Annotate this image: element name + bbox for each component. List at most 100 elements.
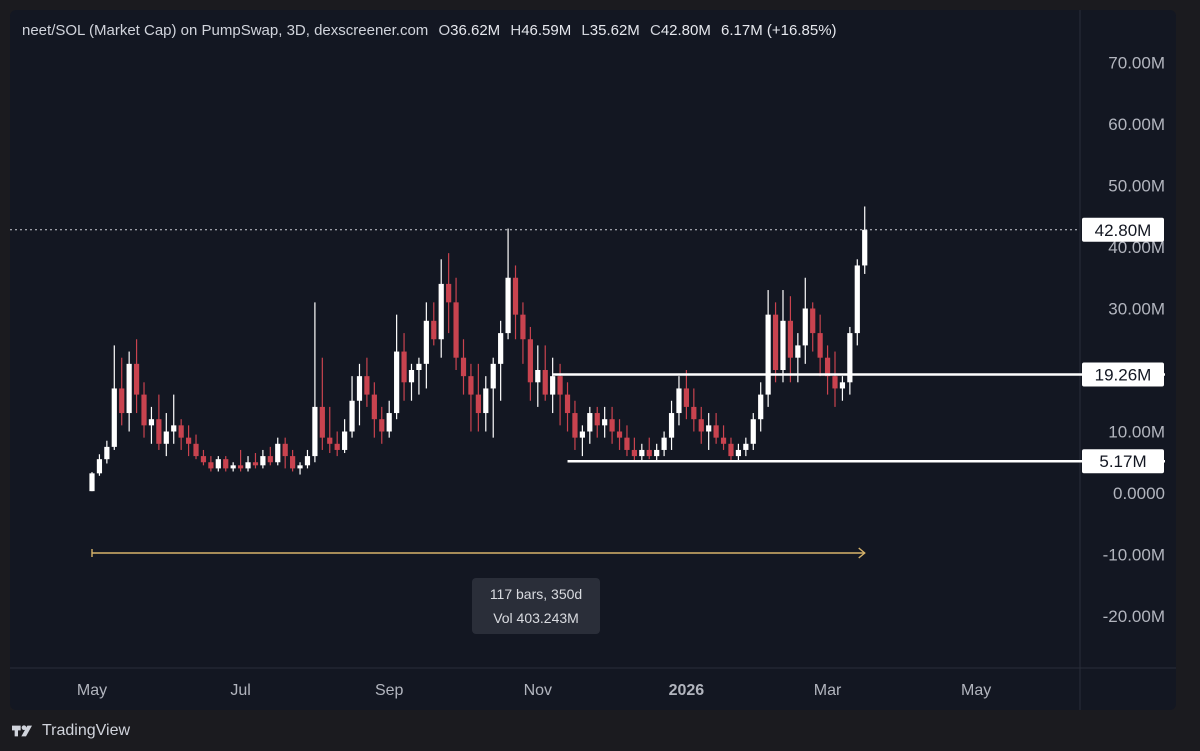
candle-down bbox=[252, 462, 259, 466]
candle-up bbox=[215, 459, 221, 469]
candle-down bbox=[282, 443, 288, 457]
candle-up bbox=[356, 376, 363, 401]
y-tick-label: 0.0000 bbox=[1113, 484, 1165, 503]
candle-down bbox=[141, 394, 147, 426]
brand-name: TradingView bbox=[42, 722, 131, 739]
candle-up bbox=[394, 351, 400, 414]
candle-up bbox=[89, 473, 95, 492]
candle-up bbox=[750, 419, 756, 444]
candle-up bbox=[230, 465, 236, 469]
candle-down bbox=[557, 376, 563, 395]
y-tick-label: 70.00M bbox=[1108, 54, 1165, 73]
candle-up bbox=[304, 456, 311, 466]
candle-down bbox=[832, 376, 838, 389]
candle-up bbox=[171, 425, 177, 432]
candle-down bbox=[698, 419, 704, 432]
x-tick-label: Jul bbox=[230, 682, 250, 699]
open-label: O bbox=[438, 22, 451, 39]
candle-up bbox=[795, 345, 801, 358]
candle-up bbox=[743, 443, 749, 450]
high-value: 46.59M bbox=[521, 22, 572, 39]
tradingview-logo[interactable]: TradingView bbox=[12, 719, 130, 743]
candle-down bbox=[594, 413, 600, 426]
candle-down bbox=[178, 425, 184, 438]
candle-up bbox=[706, 425, 712, 432]
candlestick-chart[interactable]: 70.00M 60.00M 50.00M 40.00M 30.00M 10.00M 0.00… bbox=[10, 10, 1176, 710]
candle-up bbox=[758, 394, 764, 420]
candle-up bbox=[862, 229, 868, 266]
candle-down bbox=[772, 314, 779, 370]
candle-up bbox=[163, 431, 169, 444]
candle-down bbox=[290, 456, 296, 469]
candle-up bbox=[297, 465, 303, 469]
candle-down bbox=[223, 459, 229, 469]
candle-up bbox=[765, 314, 771, 395]
candle-down bbox=[572, 413, 578, 438]
candle-down bbox=[817, 333, 823, 358]
candle-up bbox=[661, 437, 667, 450]
candle-down bbox=[609, 419, 615, 432]
candle-down bbox=[379, 419, 385, 432]
candle-down bbox=[267, 456, 273, 463]
y-tick-label: 30.00M bbox=[1108, 300, 1165, 319]
candle-up bbox=[349, 400, 355, 432]
candle-down bbox=[787, 320, 794, 358]
candle-up bbox=[104, 446, 110, 460]
candle-up bbox=[668, 413, 675, 438]
candle-up bbox=[602, 419, 608, 426]
candle-up bbox=[505, 277, 511, 334]
range-volume-text: Vol 403.243M bbox=[493, 610, 579, 626]
y-tick-label: -20.00M bbox=[1103, 607, 1165, 626]
y-tick-label: 40.00M bbox=[1108, 238, 1165, 257]
close-value: 42.80M bbox=[660, 22, 711, 39]
candle-down bbox=[431, 320, 437, 340]
candle-down bbox=[460, 357, 467, 377]
candle-down bbox=[520, 314, 526, 340]
x-tick-label: Mar bbox=[814, 682, 842, 699]
candle-down bbox=[193, 443, 199, 457]
price-label-text: 5.17M bbox=[1099, 452, 1146, 471]
candle-down bbox=[401, 351, 407, 383]
open-value: 36.62M bbox=[450, 22, 501, 39]
bars-count-text: 117 bars, 350d bbox=[489, 586, 583, 602]
candle-down bbox=[542, 370, 548, 395]
candle-down bbox=[446, 283, 452, 303]
candle-down bbox=[453, 302, 459, 358]
tradingview-logo-icon bbox=[12, 725, 32, 737]
candle-down bbox=[691, 406, 697, 420]
candle-up bbox=[498, 333, 504, 364]
x-tick-label: Sep bbox=[375, 682, 404, 699]
close-label: C bbox=[649, 22, 661, 39]
candle-up bbox=[639, 449, 645, 457]
candle-down bbox=[319, 406, 325, 438]
chart-area[interactable]: 70.00M 60.00M 50.00M 40.00M 30.00M 10.00M 0.00… bbox=[10, 10, 1176, 710]
candle-down bbox=[327, 437, 333, 444]
candle-up bbox=[148, 419, 155, 426]
candle-up bbox=[386, 413, 392, 432]
candle-up bbox=[260, 456, 266, 466]
candle-up bbox=[416, 363, 422, 370]
y-tick-label: 60.00M bbox=[1108, 115, 1165, 134]
candle-up bbox=[579, 431, 585, 438]
candle-up bbox=[839, 382, 846, 389]
candle-down bbox=[334, 443, 340, 450]
candle-down bbox=[616, 431, 623, 438]
candle-up bbox=[654, 449, 660, 457]
y-tick-label: 10.00M bbox=[1108, 423, 1165, 442]
candle-up bbox=[342, 431, 348, 450]
x-tick-label: 2026 bbox=[669, 682, 705, 699]
candle-up bbox=[550, 376, 556, 395]
low-label: L bbox=[581, 22, 590, 39]
candle-up bbox=[587, 413, 593, 432]
candle-up bbox=[275, 443, 281, 463]
chart-legend: neet/SOL (Market Cap) on PumpSwap, 3D, d… bbox=[22, 22, 837, 39]
symbol-title: neet/SOL (Market Cap) on PumpSwap, 3D, d… bbox=[22, 22, 429, 39]
price-label-box bbox=[1082, 449, 1164, 474]
candle-down bbox=[720, 437, 727, 444]
high-label: H bbox=[510, 22, 522, 39]
candle-down bbox=[683, 388, 689, 407]
candle-down bbox=[468, 376, 474, 395]
candle-up bbox=[780, 320, 786, 370]
candle-down bbox=[624, 437, 630, 450]
